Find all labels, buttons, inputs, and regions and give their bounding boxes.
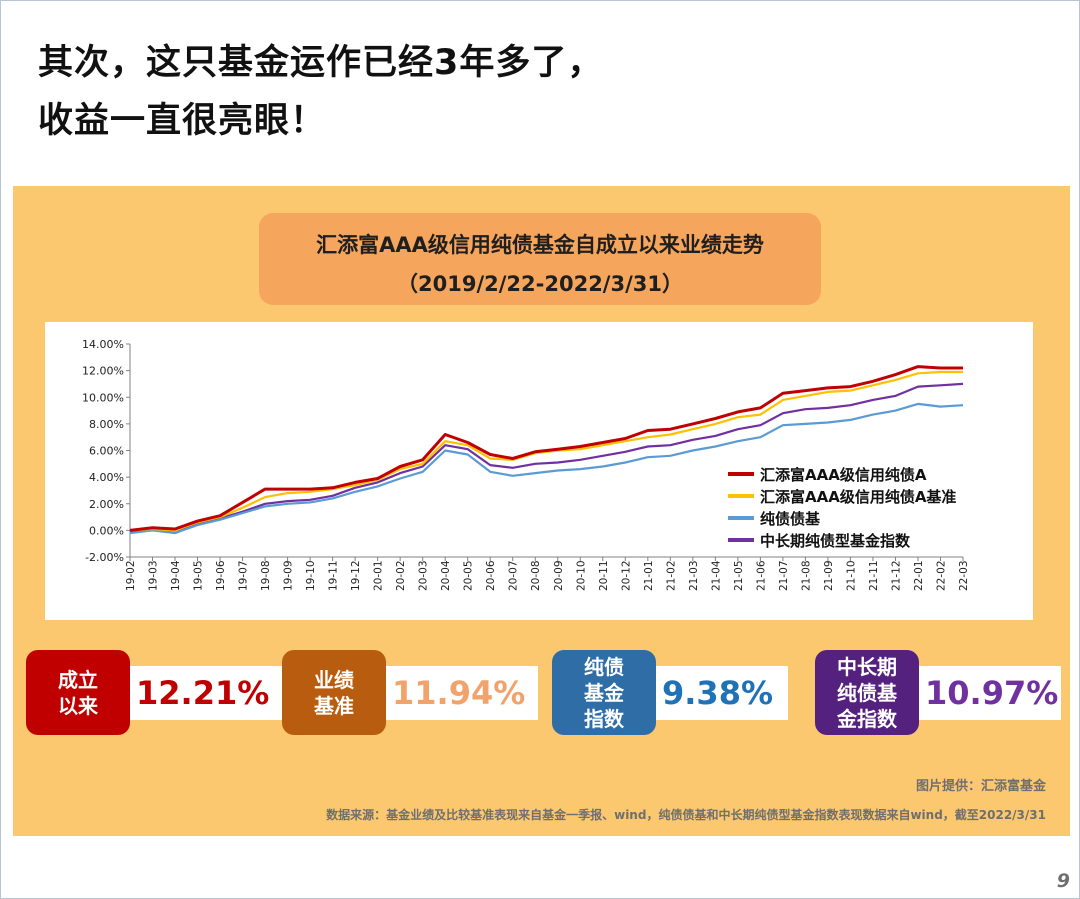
series-line	[129, 382, 964, 535]
headline: 其次，这只基金运作已经3年多了， 收益一直很亮眼！	[38, 34, 603, 150]
stat-badge: 业绩 基准	[282, 650, 386, 735]
x-tick-label: 20-08	[530, 560, 542, 591]
x-tick-label: 20-05	[463, 560, 475, 591]
stat-label: 纯债 基金 指数	[584, 654, 624, 731]
x-tick-label: 20-09	[553, 560, 565, 591]
x-tick-label: 21-09	[823, 560, 835, 591]
chart-date-range: （2019/2/22-2022/3/31）	[397, 272, 683, 296]
chart-title-box: 汇添富AAA级信用纯债基金自成立以来业绩走势 （2019/2/22-2022/3…	[259, 213, 821, 305]
x-tick-label: 19-03	[148, 560, 160, 591]
x-tick-label: 21-01	[643, 560, 655, 591]
x-tick-label: 21-04	[710, 560, 722, 591]
stat-value: 9.38%	[656, 666, 788, 720]
x-tick-label: 21-03	[688, 560, 700, 591]
x-tick-label: 20-06	[485, 560, 497, 591]
stat-value: 10.97%	[919, 666, 1061, 720]
data-source-note: 数据来源：基金业绩及比较基准表现来自基金一季报、wind，纯债债基和中长期纯债型…	[326, 808, 1046, 822]
x-tick-label: 20-02	[395, 560, 407, 591]
x-tick-label: 19-10	[305, 560, 317, 591]
image-credit: 图片提供：汇添富基金	[915, 779, 1046, 794]
performance-line-chart: -2.00% 0.00% 2.00% 4.00% 6.00% 8.00% 10.00% 12.…	[82, 338, 970, 591]
y-tick-label: 4.00%	[89, 471, 124, 484]
x-tick-label: 20-10	[575, 560, 587, 591]
headline-line1: 其次，这只基金运作已经3年多了，	[38, 43, 604, 83]
y-tick-label: -2.00%	[85, 551, 124, 564]
series-line	[129, 365, 963, 532]
stat-value: 12.21%	[130, 666, 298, 720]
x-tick-label: 22-01	[913, 560, 925, 591]
x-tick-label: 20-12	[620, 560, 632, 591]
x-tick-label: 19-04	[170, 560, 182, 591]
x-tick-label: 20-11	[598, 560, 610, 591]
series-line	[129, 402, 964, 535]
x-tick-label: 20-04	[440, 560, 452, 591]
y-tick-label: 14.00%	[82, 338, 124, 351]
x-tick-label: 19-12	[350, 560, 362, 591]
stat-label: 中长期 纯债基 金指数	[837, 654, 897, 731]
x-tick-label: 19-08	[260, 560, 272, 591]
page-number: 9	[1056, 870, 1070, 892]
chart-title: 汇添富AAA级信用纯债基金自成立以来业绩走势	[316, 233, 764, 257]
x-tick-label: 20-07	[508, 560, 520, 591]
stat-badge: 纯债 基金 指数	[552, 650, 656, 735]
stat-label: 成立 以来	[58, 667, 98, 718]
x-tick-label: 22-03	[958, 560, 970, 591]
y-tick-label: 2.00%	[89, 498, 124, 511]
y-tick-label: 12.00%	[82, 365, 124, 378]
legend-label: 汇添富AAA级信用纯债A	[760, 466, 927, 484]
x-tick-label: 21-11	[868, 560, 880, 591]
x-tick-label: 21-12	[890, 560, 902, 591]
legend-label: 纯债债基	[760, 510, 821, 528]
x-tick-label: 19-11	[328, 560, 340, 591]
chart-area: -2.00% 0.00% 2.00% 4.00% 6.00% 8.00% 10.00% 12.…	[45, 322, 1033, 620]
legend-label: 中长期纯债型基金指数	[760, 532, 911, 550]
stat-badge: 中长期 纯债基 金指数	[815, 650, 919, 735]
x-tick-label: 19-09	[283, 560, 295, 591]
legend-label: 汇添富AAA级信用纯债A基准	[760, 488, 956, 506]
y-tick-label: 8.00%	[89, 418, 124, 431]
x-tick-label: 21-06	[755, 560, 767, 591]
x-tick-label: 21-08	[800, 560, 812, 591]
x-tick-label: 20-01	[373, 560, 385, 591]
x-tick-label: 19-02	[125, 560, 137, 591]
headline-line2: 收益一直很亮眼！	[38, 101, 327, 141]
stat-label: 业绩 基准	[314, 667, 354, 718]
x-tick-label: 21-05	[733, 560, 745, 591]
y-tick-label: 0.00%	[89, 524, 124, 537]
x-tick-label: 21-02	[665, 560, 677, 591]
stat-value: 11.94%	[386, 666, 538, 720]
stat-badge: 成立 以来	[26, 650, 130, 735]
x-tick-label: 19-07	[238, 560, 250, 591]
y-tick-label: 6.00%	[89, 445, 124, 458]
y-tick-label: 10.00%	[82, 391, 124, 404]
x-tick-label: 20-03	[418, 560, 430, 591]
x-tick-label: 21-10	[845, 560, 857, 591]
x-tick-label: 22-02	[935, 560, 947, 591]
x-tick-label: 21-07	[778, 560, 790, 591]
x-tick-label: 19-06	[215, 560, 227, 591]
x-tick-label: 19-05	[193, 560, 205, 591]
